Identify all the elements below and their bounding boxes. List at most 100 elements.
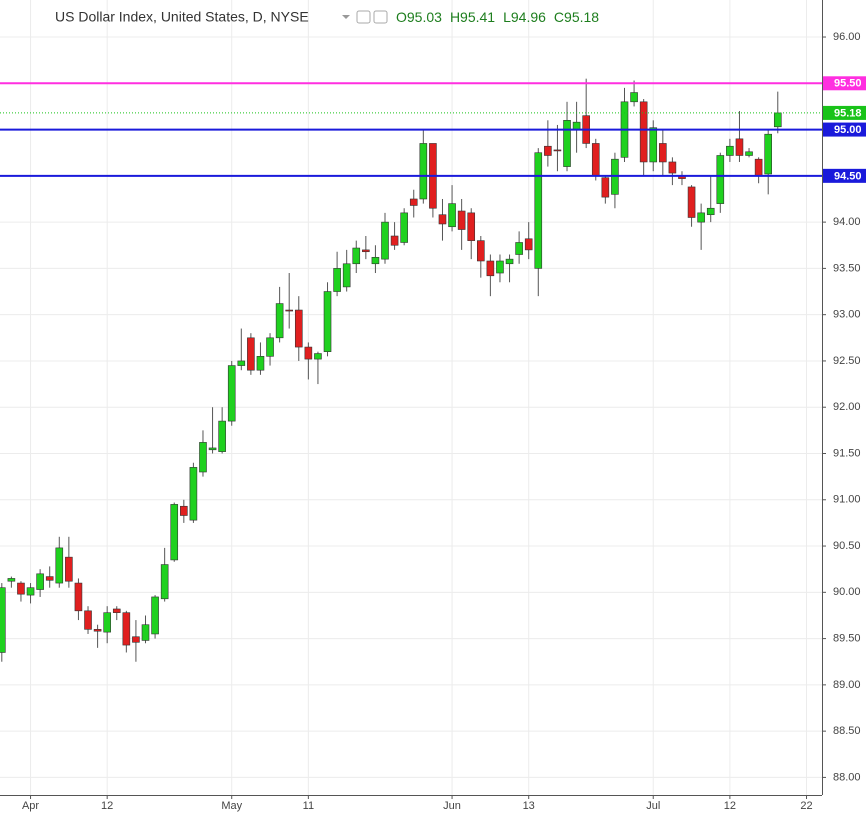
candle-body bbox=[524, 238, 533, 251]
y-tick-label: 93.00 bbox=[833, 309, 861, 321]
x-tick-label: Jun bbox=[443, 800, 461, 812]
candle-body bbox=[438, 214, 447, 225]
candle-body bbox=[409, 198, 418, 206]
y-tick-label: 89.50 bbox=[833, 632, 861, 644]
candle-body bbox=[601, 177, 610, 198]
candle-body bbox=[754, 158, 763, 177]
candle-body bbox=[141, 624, 150, 641]
candle-body bbox=[36, 573, 44, 590]
candle-body bbox=[591, 143, 600, 177]
candle-body bbox=[659, 143, 667, 163]
candle-body bbox=[534, 152, 543, 269]
candle-body bbox=[45, 576, 54, 581]
y-tick-label: 94.00 bbox=[833, 216, 861, 228]
candle-body bbox=[381, 221, 389, 260]
candle-body bbox=[304, 346, 313, 360]
candle-body bbox=[735, 138, 744, 156]
candle-body bbox=[371, 256, 380, 265]
level-tag bbox=[823, 76, 866, 91]
x-tick-label: 12 bbox=[101, 800, 113, 812]
candle-body bbox=[170, 504, 179, 561]
candle-body bbox=[112, 608, 121, 613]
level-label: 94.50 bbox=[834, 170, 862, 182]
candle-body bbox=[716, 155, 725, 204]
x-tick-label: 13 bbox=[523, 800, 535, 812]
x-tick-label: Jul bbox=[646, 800, 660, 812]
candle-body bbox=[706, 207, 715, 216]
candle-body bbox=[352, 247, 361, 265]
candle-body bbox=[180, 505, 188, 516]
candle-body bbox=[93, 629, 102, 632]
candle-body bbox=[323, 291, 332, 352]
candle-body bbox=[668, 161, 677, 174]
candle-body bbox=[390, 235, 399, 246]
y-tick-label: 89.00 bbox=[833, 679, 861, 691]
candle-body bbox=[726, 145, 734, 156]
y-tick-label: 92.00 bbox=[833, 401, 861, 413]
candle-body bbox=[285, 309, 294, 312]
y-tick-label: 88.50 bbox=[833, 725, 861, 737]
candle-body bbox=[649, 127, 658, 163]
candle-body bbox=[362, 249, 370, 253]
y-tick-label: 90.50 bbox=[833, 540, 861, 552]
candle-body bbox=[457, 210, 466, 230]
hide-icon[interactable] bbox=[373, 10, 388, 24]
x-tick-label: May bbox=[221, 800, 242, 812]
y-tick-label: 96.00 bbox=[833, 31, 861, 43]
candle-body bbox=[17, 582, 25, 595]
y-tick-label: 88.00 bbox=[833, 771, 861, 783]
candle-body bbox=[74, 582, 83, 612]
candle-body bbox=[563, 120, 571, 167]
candle-body bbox=[266, 337, 274, 357]
candle-body bbox=[247, 337, 255, 371]
level-label: 95.00 bbox=[834, 124, 862, 136]
candle-body bbox=[103, 612, 111, 633]
ohlc-value: O95.03 bbox=[396, 9, 442, 25]
ohlc-value: L94.96 bbox=[503, 9, 546, 25]
candle-body bbox=[342, 263, 351, 288]
candle-body bbox=[486, 260, 495, 277]
candle-body bbox=[132, 636, 140, 643]
chart-title: US Dollar Index, United States, D, NYSE bbox=[55, 9, 309, 25]
ohlc-header: O95.03 H95.41 L94.96 C95.18 bbox=[396, 9, 599, 25]
candle-body bbox=[227, 365, 236, 422]
level-tag bbox=[823, 168, 866, 183]
level-label: 95.18 bbox=[834, 107, 862, 119]
candle-body bbox=[764, 133, 773, 175]
levels bbox=[0, 82, 822, 177]
y-tick-label: 91.00 bbox=[833, 494, 861, 506]
candle-body bbox=[697, 212, 705, 223]
level-label: 95.50 bbox=[834, 78, 862, 90]
candle-body bbox=[65, 556, 73, 582]
candle-body bbox=[84, 610, 92, 630]
candle-body bbox=[419, 143, 428, 200]
x-tick-label: 11 bbox=[303, 800, 314, 812]
candle-body bbox=[208, 447, 217, 451]
candle-body bbox=[476, 240, 485, 262]
candle-body bbox=[26, 587, 35, 596]
candle-body bbox=[275, 303, 284, 339]
candle-body bbox=[237, 360, 246, 366]
y-tick-label: 91.50 bbox=[833, 447, 861, 459]
candle-body bbox=[294, 309, 303, 348]
candle-body bbox=[544, 145, 552, 156]
candle-body bbox=[745, 151, 753, 156]
candle-body bbox=[151, 596, 159, 635]
candle-body bbox=[572, 121, 581, 130]
candle-body bbox=[687, 186, 696, 218]
candle-body bbox=[122, 612, 131, 646]
ohlc-value: C95.18 bbox=[554, 9, 599, 25]
candle-body bbox=[630, 92, 638, 103]
candle-body bbox=[505, 258, 514, 265]
ohlc-value: H95.41 bbox=[450, 9, 495, 25]
candle-body bbox=[467, 212, 476, 241]
candle-body bbox=[553, 149, 562, 152]
settings-icon[interactable] bbox=[356, 10, 371, 24]
level-tag bbox=[823, 105, 866, 120]
candle-body bbox=[448, 203, 456, 228]
candle-body bbox=[515, 242, 523, 255]
dropdown-icon[interactable] bbox=[342, 15, 350, 19]
x-tick-label: 22 bbox=[800, 800, 812, 812]
